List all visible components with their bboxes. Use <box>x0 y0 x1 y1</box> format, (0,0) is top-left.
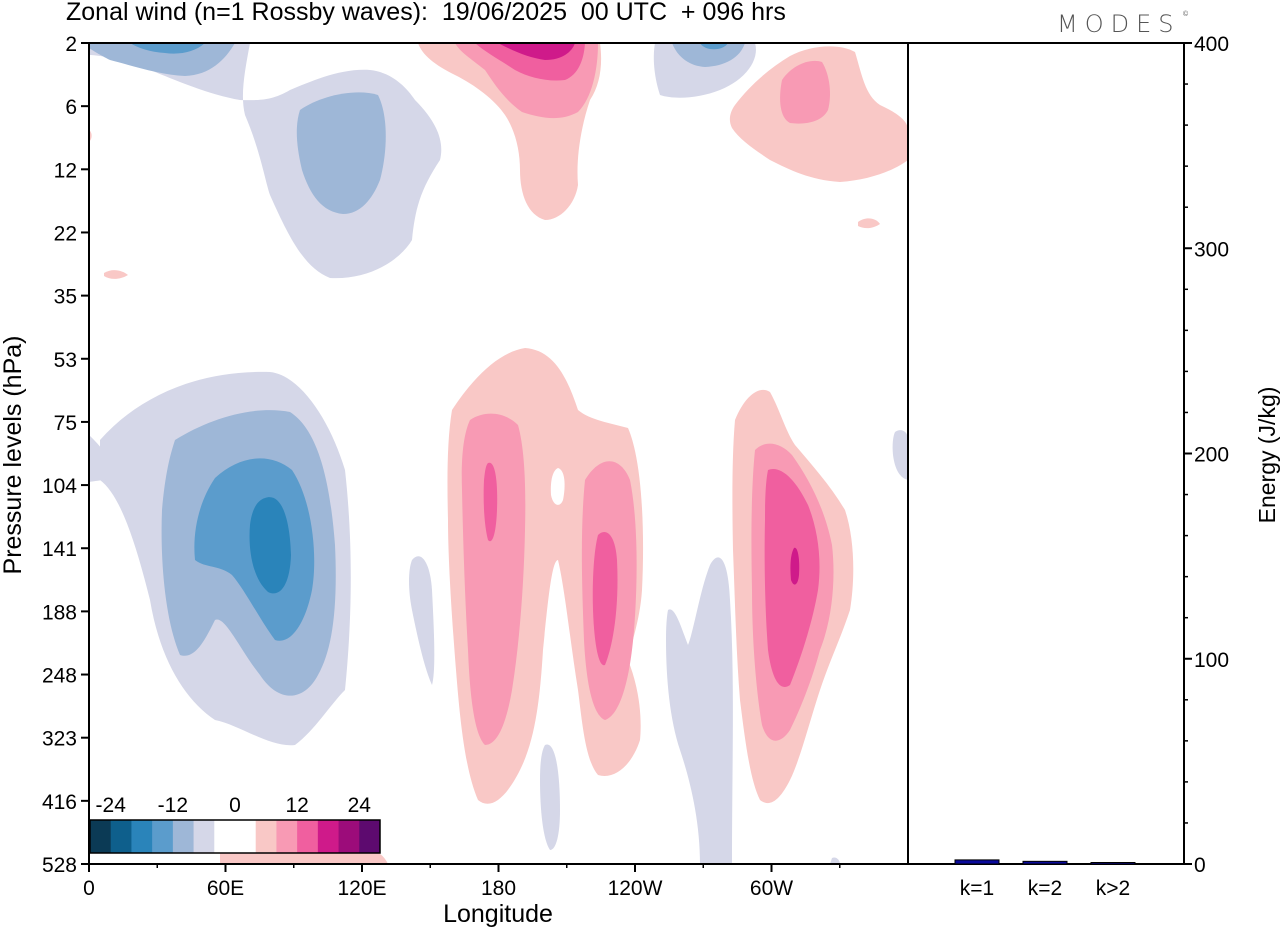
contour-neg-strip-2 <box>540 744 560 850</box>
pressure-tick-label: 323 <box>42 728 77 751</box>
contour-neg-strip-1 <box>409 556 435 685</box>
energy-tick-label: 400 <box>1194 33 1229 56</box>
contour-neg-right-edge <box>892 430 908 480</box>
colorbar-swatch <box>317 820 340 853</box>
energy-axis: 0 100 200 300 400 <box>1184 33 1229 877</box>
pressure-tick-label: 6 <box>65 96 77 119</box>
energy-bar <box>1090 862 1136 865</box>
energy-tick-label: 200 <box>1194 444 1229 467</box>
pressure-tick-label: 188 <box>42 601 77 624</box>
colorbar-swatch <box>172 820 195 853</box>
contour-neg-top-right-lv2 <box>672 43 745 67</box>
pressure-tick-label: 104 <box>42 475 77 498</box>
energy-bars: k=1 k=2 k>2 <box>954 859 1136 900</box>
longitude-tick-label: 60E <box>207 877 244 900</box>
pressure-tick-label: 416 <box>42 791 77 814</box>
contour-pos-top-lv4 <box>498 43 575 60</box>
energy-bar <box>954 859 1000 865</box>
colorbar-swatch <box>276 820 298 853</box>
longitude-tick-label: 120E <box>337 877 386 900</box>
colorbar-swatch <box>110 820 132 853</box>
contour-neg-top-lv2 <box>130 43 205 54</box>
colorbar-swatch <box>131 820 153 853</box>
contour-pos-blob-2 <box>104 270 128 279</box>
copyright-mark: © <box>1183 11 1189 18</box>
colorbar-swatch <box>152 820 174 853</box>
energy-axis-label: Energy (J/kg) <box>1254 387 1280 524</box>
contour-neg-strip-3 <box>666 557 733 864</box>
colorbar-frame <box>89 819 381 854</box>
energy-tick-label: 100 <box>1194 649 1229 672</box>
colorbar-tick-label: 0 <box>229 794 241 817</box>
pressure-tick-label: 35 <box>54 286 77 309</box>
contour-pos-left-lv3 <box>483 462 498 542</box>
longitude-tick-label: 180 <box>481 877 516 900</box>
contour-pos-mid-lv3 <box>592 531 618 666</box>
colorbar-swatch <box>90 820 112 853</box>
colorbar-swatch <box>338 820 360 853</box>
chart-title: Zonal wind (n=1 Rossby waves): 19/06/202… <box>66 0 786 26</box>
contour-neg-upper-lv2 <box>296 92 386 214</box>
pressure-tick-label: 12 <box>54 159 77 182</box>
contour-pos-upper-right-lv2 <box>780 60 830 124</box>
energy-category-label: k=2 <box>1028 877 1062 900</box>
colorbar-swatch <box>214 820 236 853</box>
energy-bar <box>1022 860 1068 865</box>
colorbar-swatch <box>193 820 215 853</box>
pressure-tick-label: 53 <box>54 349 77 372</box>
y-axis-label: Pressure levels (hPa) <box>0 336 27 575</box>
contour-pos-blob-1 <box>858 218 880 229</box>
contour-pos-left-lv2 <box>461 413 526 745</box>
longitude-tick-label: 120W <box>608 877 663 900</box>
contour-neg-bottom-dot <box>830 857 840 864</box>
x-axis-label: Longitude <box>443 900 553 928</box>
longitude-axis: 0 60E 120E 180 120W 60W <box>83 864 841 900</box>
bar-plot-frame <box>907 42 1185 865</box>
contour-neg-lower-lv4 <box>249 497 291 594</box>
longitude-tick-label: 0 <box>83 877 95 900</box>
contour-neg-left-edge <box>89 435 122 482</box>
pressure-axis: 2 6 12 22 35 53 75 104 141 188 248 323 416 528 <box>42 33 89 877</box>
pressure-tick-label: 75 <box>54 412 77 435</box>
colorbar-tick-label: 24 <box>348 794 372 817</box>
contour-neg-top-lv1 <box>89 43 235 76</box>
contour-field <box>89 43 908 864</box>
pressure-tick-label: 2 <box>65 33 77 56</box>
contour-neg-top-right-lv3 <box>700 43 728 50</box>
contour-neg-upper-lv1 <box>89 43 442 279</box>
colorbar-swatch <box>297 820 319 853</box>
contour-pos-right-lv4 <box>790 547 800 585</box>
longitude-tick-label: 60W <box>750 877 793 900</box>
colorbar-tick-label: -12 <box>158 794 188 817</box>
colorbar-swatch <box>235 820 257 853</box>
colorbar-tick-label: -24 <box>96 794 127 817</box>
colorbar-tick-label: 12 <box>285 794 308 817</box>
pressure-tick-label: 248 <box>42 665 77 688</box>
colorbar: -24 -12 0 12 24 <box>89 794 381 854</box>
energy-category-label: k=1 <box>960 877 994 900</box>
pressure-tick-label: 528 <box>42 854 77 877</box>
pressure-tick-label: 141 <box>42 538 77 561</box>
contour-pos-left-hole <box>550 468 565 505</box>
energy-tick-label: 0 <box>1194 854 1206 877</box>
colorbar-swatch <box>255 820 277 853</box>
energy-tick-label: 300 <box>1194 238 1229 261</box>
modes-logo: MODES <box>1057 10 1181 38</box>
colorbar-swatch <box>359 820 381 853</box>
energy-category-label: k>2 <box>1096 877 1130 900</box>
pressure-tick-label: 22 <box>54 222 77 245</box>
